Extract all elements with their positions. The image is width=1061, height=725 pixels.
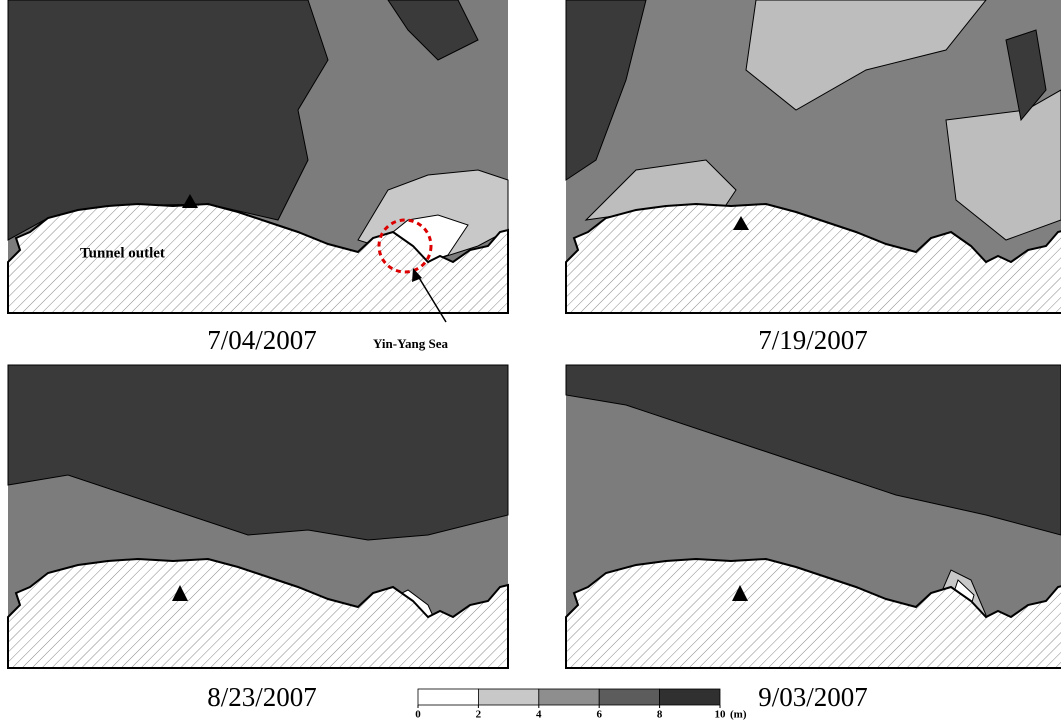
colorbar-band	[478, 689, 538, 705]
annotation: Tunnel outlet	[80, 245, 165, 261]
colorbar-band	[660, 689, 720, 705]
colorbar-unit: (m)	[730, 709, 747, 720]
map-panel	[8, 365, 508, 668]
panel-date: 9/03/2007	[758, 682, 868, 712]
map-panel	[8, 0, 508, 322]
colorbar-band	[599, 689, 659, 705]
colorbar-tick-label: 4	[536, 709, 542, 720]
panel-date: 8/23/2007	[207, 682, 317, 712]
map-panel	[566, 0, 1061, 313]
annotation: Yin-Yang Sea	[373, 336, 449, 351]
figure: Tunnel outlet Yin-Yang Sea 7/04/2007 7/1…	[0, 0, 1061, 720]
colorbar-tick-label: 10	[715, 709, 727, 720]
colorbar-tick-label: 8	[657, 709, 663, 720]
colorbar: 0 2 4 6 8 10(m)	[415, 689, 747, 720]
panel-date: 7/04/2007	[207, 325, 317, 355]
colorbar-tick-label: 0	[415, 709, 421, 720]
page: {"panels": [ {"date": "7/04/2007"}, {"da…	[0, 0, 1061, 720]
map-panel	[566, 365, 1061, 668]
colorbar-band	[418, 689, 478, 705]
panel-date: 7/19/2007	[758, 325, 868, 355]
colorbar-tick-label: 6	[596, 709, 602, 720]
colorbar-tick-label: 2	[476, 709, 482, 720]
colorbar-band	[539, 689, 599, 705]
